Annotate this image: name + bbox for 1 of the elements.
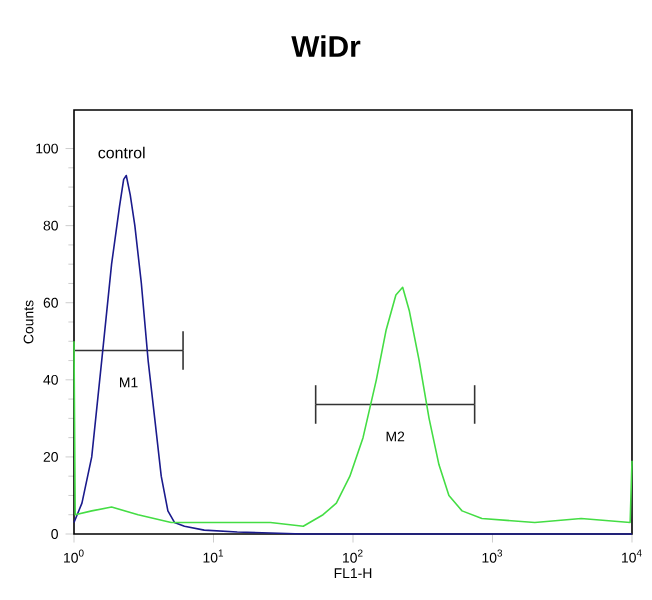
chart-title: WiDr — [291, 35, 361, 57]
